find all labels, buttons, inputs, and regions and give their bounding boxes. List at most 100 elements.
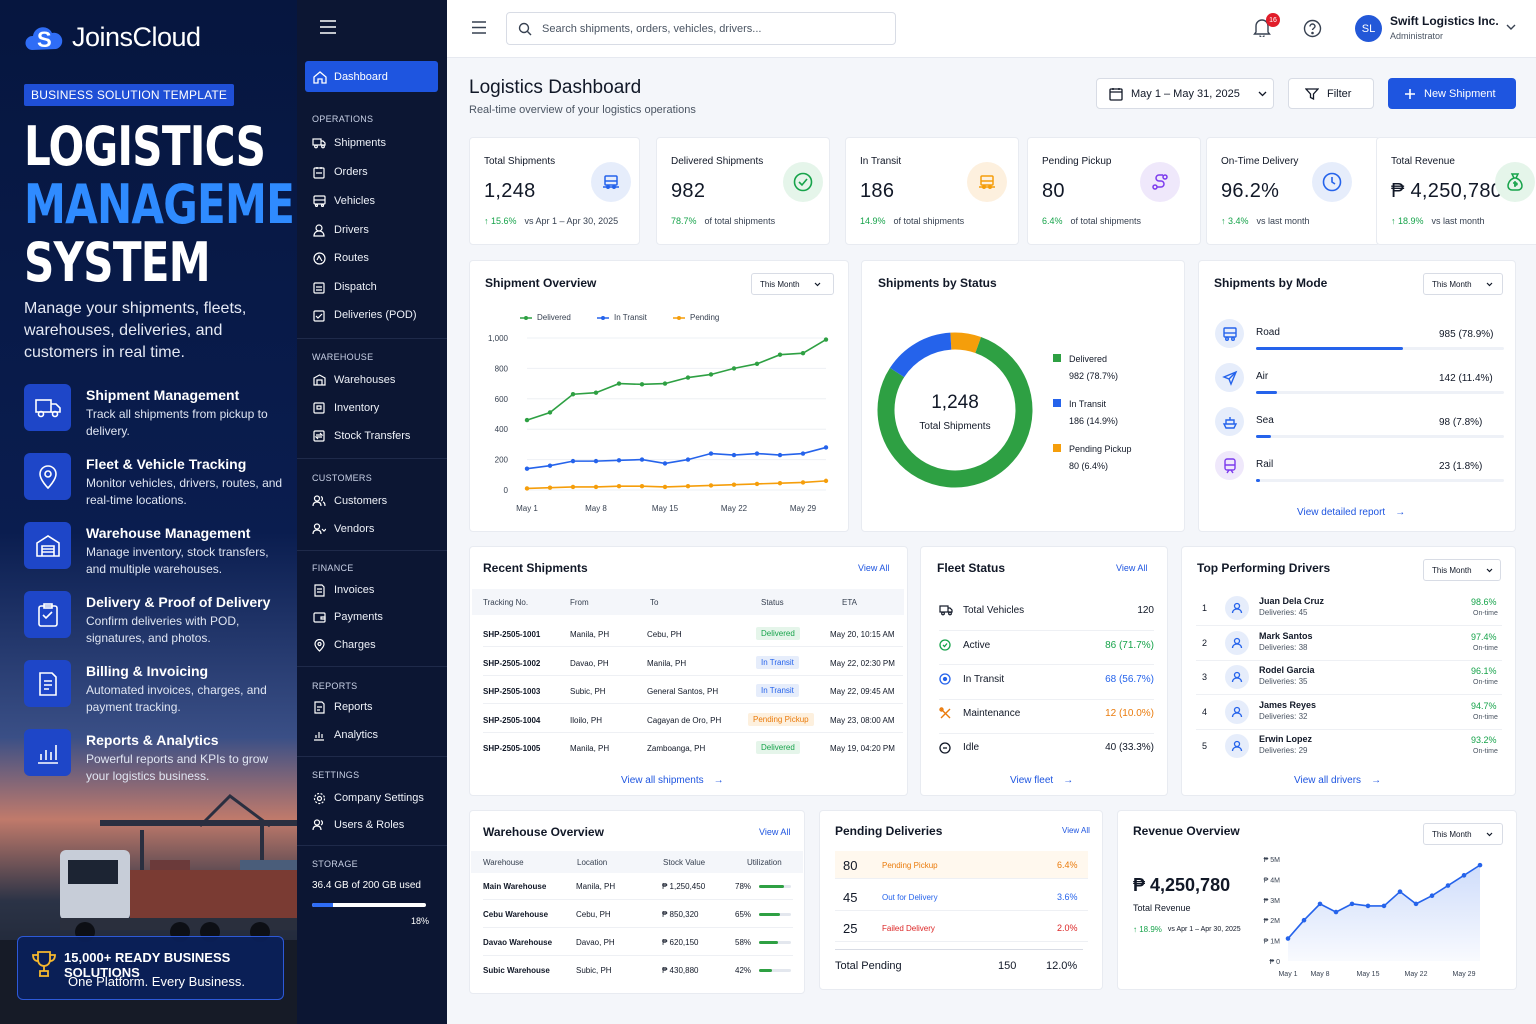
top-drivers-card: Top Performing Drivers This Month 1 Juan … xyxy=(1181,546,1516,796)
user-name[interactable]: Swift Logistics Inc. xyxy=(1390,14,1499,28)
view-all-link[interactable]: View All xyxy=(858,563,890,573)
warehouse-icon xyxy=(24,522,71,569)
sidebar-item-routes[interactable]: Routes xyxy=(312,251,369,265)
sidebar-item-reports[interactable]: Reports xyxy=(312,700,373,714)
pending-row[interactable]: 80 Pending Pickup 6.4% xyxy=(835,851,1088,879)
period-value: This Month xyxy=(760,279,800,289)
menu-icon[interactable] xyxy=(471,21,487,34)
warehouse-location: Subic, PH xyxy=(576,966,612,975)
kpi-delta-value: 14.9% xyxy=(860,216,886,226)
status-legend-delivered: Delivered 982 (78.7%) xyxy=(1053,351,1118,385)
driver-row[interactable]: 5 Erwin Lopez Deliveries: 29 93.2% On-time xyxy=(1196,733,1502,761)
view-all-shipments-link[interactable]: View all shipments → xyxy=(621,775,724,786)
filter-button[interactable]: Filter xyxy=(1288,78,1374,109)
sidebar-item-company-settings[interactable]: Company Settings xyxy=(312,791,424,805)
kpi-card-total-shipments[interactable]: Total Shipments 1,248 ↑ 15.6% vs Apr 1 – … xyxy=(469,137,640,245)
view-all-link[interactable]: View All xyxy=(759,827,791,837)
period-select[interactable]: This Month xyxy=(751,273,834,295)
divider xyxy=(483,955,793,956)
kpi-card-delivered[interactable]: Delivered Shipments 982 78.7% of total sh… xyxy=(656,137,830,245)
column-header: Location xyxy=(577,858,608,867)
sidebar-item-dispatch[interactable]: Dispatch xyxy=(312,280,377,294)
new-shipment-button[interactable]: New Shipment xyxy=(1388,78,1516,109)
sidebar-item-shipments[interactable]: Shipments xyxy=(312,136,386,150)
x-tick-label: May 15 xyxy=(652,504,679,513)
chevron-down-icon[interactable] xyxy=(1506,24,1516,31)
kpi-card-total-revenue[interactable]: Total Revenue ₱ 4,250,780 ↑ 18.9% vs last… xyxy=(1376,137,1536,245)
view-all-link[interactable]: View All xyxy=(1116,563,1148,573)
data-point xyxy=(823,337,829,342)
pending-pct: 3.6% xyxy=(1057,891,1078,902)
data-point xyxy=(823,478,829,484)
mode-name: Air xyxy=(1256,371,1269,382)
view-detailed-report-link[interactable]: View detailed report → xyxy=(1297,507,1405,518)
card-title: Revenue Overview xyxy=(1133,824,1240,838)
driver-row[interactable]: 1 Juan Dela Cruz Deliveries: 45 98.6% On-tim… xyxy=(1196,595,1502,626)
table-row[interactable]: Subic Warehouse Subic, PH ₱ 430,880 42% xyxy=(470,964,806,978)
date-range-picker[interactable]: May 1 – May 31, 2025 xyxy=(1096,78,1274,109)
fleet-row[interactable]: Active 86 (71.7%) xyxy=(939,637,1154,653)
sidebar-item-warehouses[interactable]: Warehouses xyxy=(312,373,395,387)
target-icon xyxy=(939,673,953,685)
avatar[interactable]: SL xyxy=(1355,15,1382,42)
sidebar-item-label: Dispatch xyxy=(334,281,377,293)
kpi-card-on-time[interactable]: On-Time Delivery 96.2% ↑ 3.4% vs last mon… xyxy=(1206,137,1380,245)
sidebar-item-dashboard[interactable]: Dashboard xyxy=(305,61,438,92)
kpi-card-in-transit[interactable]: In Transit 186 14.9% of total shipments xyxy=(845,137,1019,245)
kpi-card-pending-pickup[interactable]: Pending Pickup 80 6.4% of total shipments xyxy=(1027,137,1201,245)
table-row[interactable]: SHP-2505-1005 Manila, PH Zamboanga, PH Deli… xyxy=(470,741,909,761)
menu-icon[interactable] xyxy=(319,20,337,34)
driver-row[interactable]: 3 Rodel Garcia Deliveries: 35 96.1% On-time xyxy=(1196,664,1502,695)
route-icon xyxy=(1140,162,1180,202)
table-row[interactable]: SHP-2505-1002 Davao, PH Manila, PH In Trans… xyxy=(470,655,909,676)
sidebar-item-stock-transfers[interactable]: Stock Transfers xyxy=(312,429,410,443)
driver-row[interactable]: 4 James Reyes Deliveries: 32 94.7% On-time xyxy=(1196,699,1502,730)
table-row[interactable]: Cebu Warehouse Cebu, PH ₱ 850,320 65% xyxy=(470,908,806,928)
table-row[interactable]: SHP-2505-1001 Manila, PH Cebu, PH Delivered… xyxy=(470,627,909,647)
driver-row[interactable]: 2 Mark Santos Deliveries: 38 97.4% On-time xyxy=(1196,630,1502,661)
cloud-logo-icon: S xyxy=(25,27,63,52)
table-row[interactable]: SHP-2505-1004 Iloilo, PH Cagayan de Oro, P… xyxy=(470,712,909,733)
pending-total-pct: 12.0% xyxy=(1046,960,1078,972)
sidebar-item-orders[interactable]: Orders xyxy=(312,165,368,179)
help-icon[interactable] xyxy=(1303,19,1322,38)
fleet-row[interactable]: Idle 40 (33.3%) xyxy=(939,740,1154,756)
sidebar-item-vendors[interactable]: Vendors xyxy=(312,522,374,536)
sidebar-item-charges[interactable]: Charges xyxy=(312,638,376,652)
search-input[interactable]: Search shipments, orders, vehicles, driv… xyxy=(506,12,896,45)
table-row[interactable]: Davao Warehouse Davao, PH ₱ 620,150 58% xyxy=(470,936,806,956)
sidebar-item-inventory[interactable]: Inventory xyxy=(312,401,379,415)
money-bag-icon xyxy=(1495,162,1535,202)
view-all-link[interactable]: View All xyxy=(1062,826,1090,835)
sidebar-item-users-roles[interactable]: Users & Roles xyxy=(312,818,404,832)
filter-icon xyxy=(1305,87,1319,100)
fleet-row[interactable]: In Transit 68 (56.7%) xyxy=(939,671,1154,687)
pending-row[interactable]: 25 Failed Delivery 2.0% xyxy=(835,914,1088,942)
period-select[interactable]: This Month xyxy=(1423,559,1501,581)
period-select[interactable]: This Month xyxy=(1423,823,1503,845)
driver-rank: 4 xyxy=(1202,706,1208,717)
driver-rate: 94.7% xyxy=(1471,700,1497,711)
data-point xyxy=(570,484,576,490)
table-row[interactable]: SHP-2505-1003 Subic, PH General Santos, PH… xyxy=(470,684,909,704)
driver-rate: 98.6% xyxy=(1471,597,1497,607)
sidebar-item-vehicles[interactable]: Vehicles xyxy=(312,194,375,208)
truck-icon xyxy=(24,384,71,431)
donut-total-label: Total Shipments xyxy=(919,421,991,432)
notifications-button[interactable]: 16 xyxy=(1253,13,1280,37)
sidebar-item-payments[interactable]: Payments xyxy=(312,610,383,624)
pending-row[interactable]: 45 Out for Delivery 3.6% xyxy=(835,882,1088,911)
sidebar-item-customers[interactable]: Customers xyxy=(312,494,387,508)
column-header: ETA xyxy=(842,598,857,607)
kpi-delta: 6.4% of total shipments xyxy=(1042,216,1141,226)
sidebar-item-drivers[interactable]: Drivers xyxy=(312,223,369,237)
view-fleet-link[interactable]: View fleet → xyxy=(1010,775,1073,786)
period-select[interactable]: This Month xyxy=(1423,273,1503,295)
sidebar-item-analytics[interactable]: Analytics xyxy=(312,728,378,742)
driver-avatar-icon xyxy=(1225,665,1249,689)
view-all-drivers-link[interactable]: View all drivers → xyxy=(1294,775,1381,786)
sidebar-item-deliveries-pod[interactable]: Deliveries (POD) xyxy=(312,308,417,322)
table-row[interactable]: Main Warehouse Manila, PH ₱ 1,250,450 78% xyxy=(470,880,806,900)
sidebar-item-invoices[interactable]: Invoices xyxy=(312,583,374,597)
fleet-row[interactable]: Maintenance 12 (10.0%) xyxy=(939,706,1154,722)
